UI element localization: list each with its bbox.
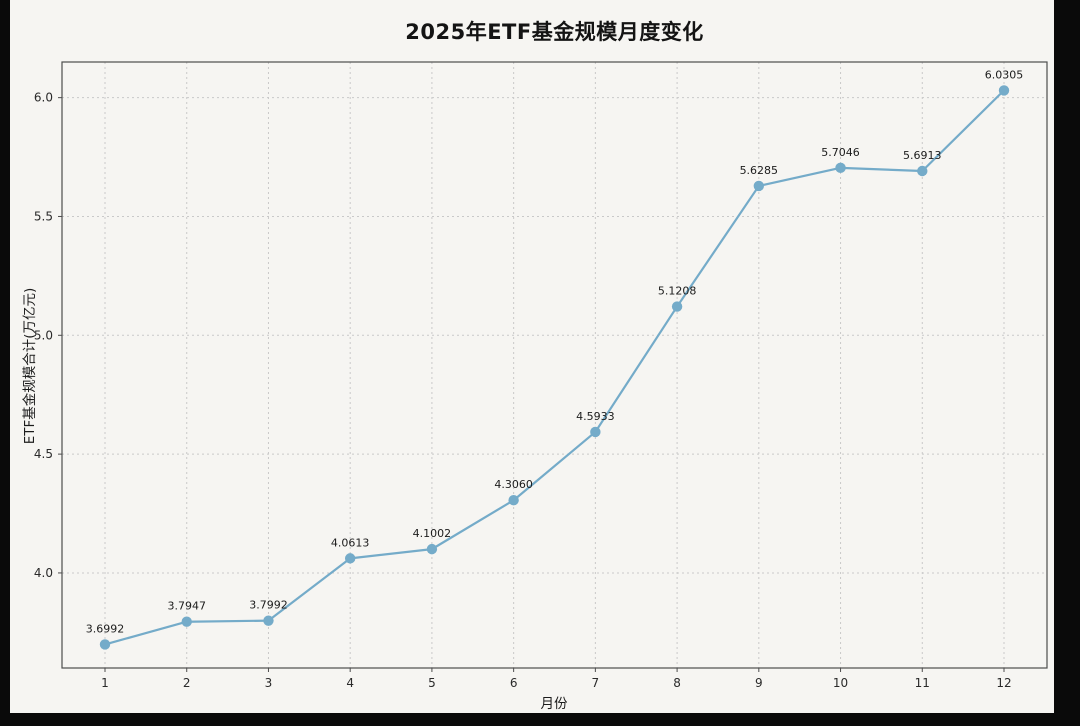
y-tick-label: 4.5 xyxy=(34,447,53,461)
chart-title: 2025年ETF基金规模月度变化 xyxy=(405,20,704,44)
data-point xyxy=(917,165,928,177)
data-point-label: 4.3060 xyxy=(494,478,533,491)
data-point-label: 4.5933 xyxy=(576,410,615,423)
x-tick-label: 6 xyxy=(510,676,518,690)
y-tick-label: 5.5 xyxy=(34,209,53,223)
data-point xyxy=(671,301,683,312)
x-tick-label: 7 xyxy=(592,676,600,690)
plot-border xyxy=(61,61,1048,669)
line-chart: 1 2 3 4 5 6 7 8 9 10 11 124.04.55.05.56.03.69923.79… xyxy=(21,61,1048,712)
data-point-label: 5.6913 xyxy=(903,149,942,162)
y-tick-label: 5.0 xyxy=(34,328,53,342)
x-tick-label: 4 xyxy=(346,676,354,690)
data-point-label: 5.7046 xyxy=(821,146,860,159)
series-line xyxy=(103,89,1006,646)
x-axis-label: 月份 xyxy=(541,696,569,712)
data-point-label: 4.1002 xyxy=(413,527,452,540)
data-point xyxy=(426,543,438,555)
x-tick-label: 2 xyxy=(183,676,191,690)
x-tick-label: 3 xyxy=(265,676,273,690)
x-tick-label: 8 xyxy=(673,676,681,690)
data-point xyxy=(344,553,356,564)
x-tick-label: 10 xyxy=(833,676,848,690)
data-point-label: 5.6285 xyxy=(740,164,779,177)
y-axis-label: ETF基金规模合计(万亿元) xyxy=(21,288,38,445)
x-tick-label: 9 xyxy=(755,676,763,690)
x-tick-label: 11 xyxy=(915,676,930,690)
x-tick-label: 12 xyxy=(996,676,1011,690)
chart-canvas: 2025年ETF基金规模月度变化 1 2 3 4 5 6 7 8 9 10 11 12 4.0 4.5 5.… xyxy=(10,0,1054,713)
data-point-label: 3.6992 xyxy=(86,622,125,635)
data-point xyxy=(753,180,765,192)
data-point xyxy=(835,162,846,174)
data-point xyxy=(263,615,274,626)
data-point-label: 6.0305 xyxy=(985,68,1024,81)
y-tick-label: 4.0 xyxy=(34,566,53,580)
data-point xyxy=(998,85,1010,96)
y-tick-label: 6.0 xyxy=(34,91,53,105)
data-point xyxy=(508,495,519,506)
data-point-label: 4.0613 xyxy=(331,536,370,549)
x-tick-label: 5 xyxy=(428,676,436,690)
x-tick-label: 1 xyxy=(101,676,109,690)
data-point xyxy=(590,426,601,438)
data-point xyxy=(99,639,111,650)
data-point-label: 5.1208 xyxy=(658,285,697,298)
data-point-label: 3.7992 xyxy=(249,599,288,612)
data-point-label: 3.7947 xyxy=(167,600,206,613)
data-point xyxy=(181,616,192,627)
